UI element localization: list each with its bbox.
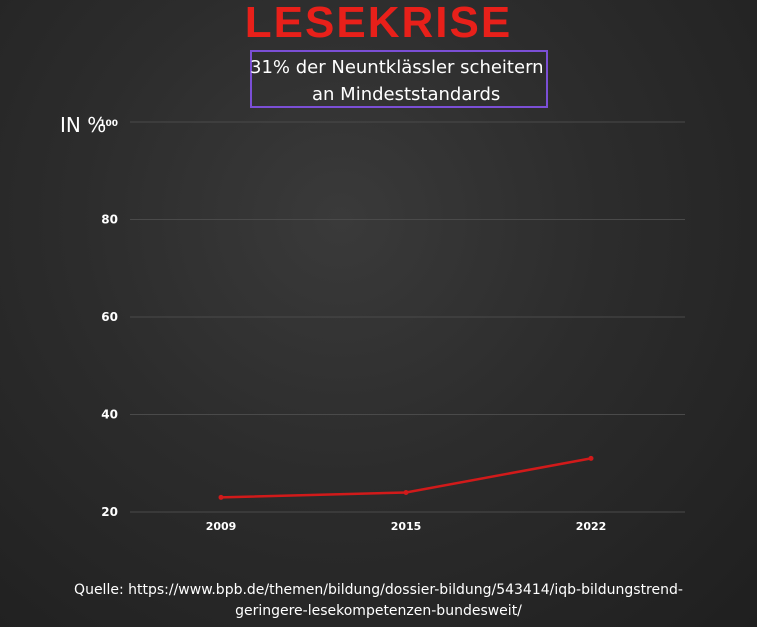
subtitle-line-1: 31% der Neuntklässler scheitern — [250, 57, 544, 78]
subtitle-box — [250, 50, 548, 108]
source-citation: Quelle: https://www.bpb.de/themen/bildun… — [0, 580, 757, 622]
source-line-2: geringere-lesekompetenzen-bundesweit/ — [235, 603, 522, 619]
subtitle-line-2: an Mindeststandards — [312, 84, 501, 105]
x-tick-label: 2015 — [391, 520, 422, 533]
y-tick-label: 40 — [101, 408, 118, 422]
x-tick-label: 2022 — [576, 520, 607, 533]
y-unit-label: IN % — [60, 113, 107, 137]
x-tick-label: 2009 — [206, 520, 237, 533]
source-line-1: Quelle: https://www.bpb.de/themen/bildun… — [74, 582, 683, 598]
data-point — [403, 490, 409, 495]
chart-title: LESEKRISE — [244, 0, 513, 47]
y-tick-label: 20 — [101, 505, 118, 519]
data-point — [588, 455, 594, 461]
y-tick-label: 100 — [99, 119, 118, 129]
y-tick-label: 60 — [101, 310, 118, 324]
data-point — [218, 494, 224, 500]
y-tick-label: 80 — [101, 213, 118, 227]
